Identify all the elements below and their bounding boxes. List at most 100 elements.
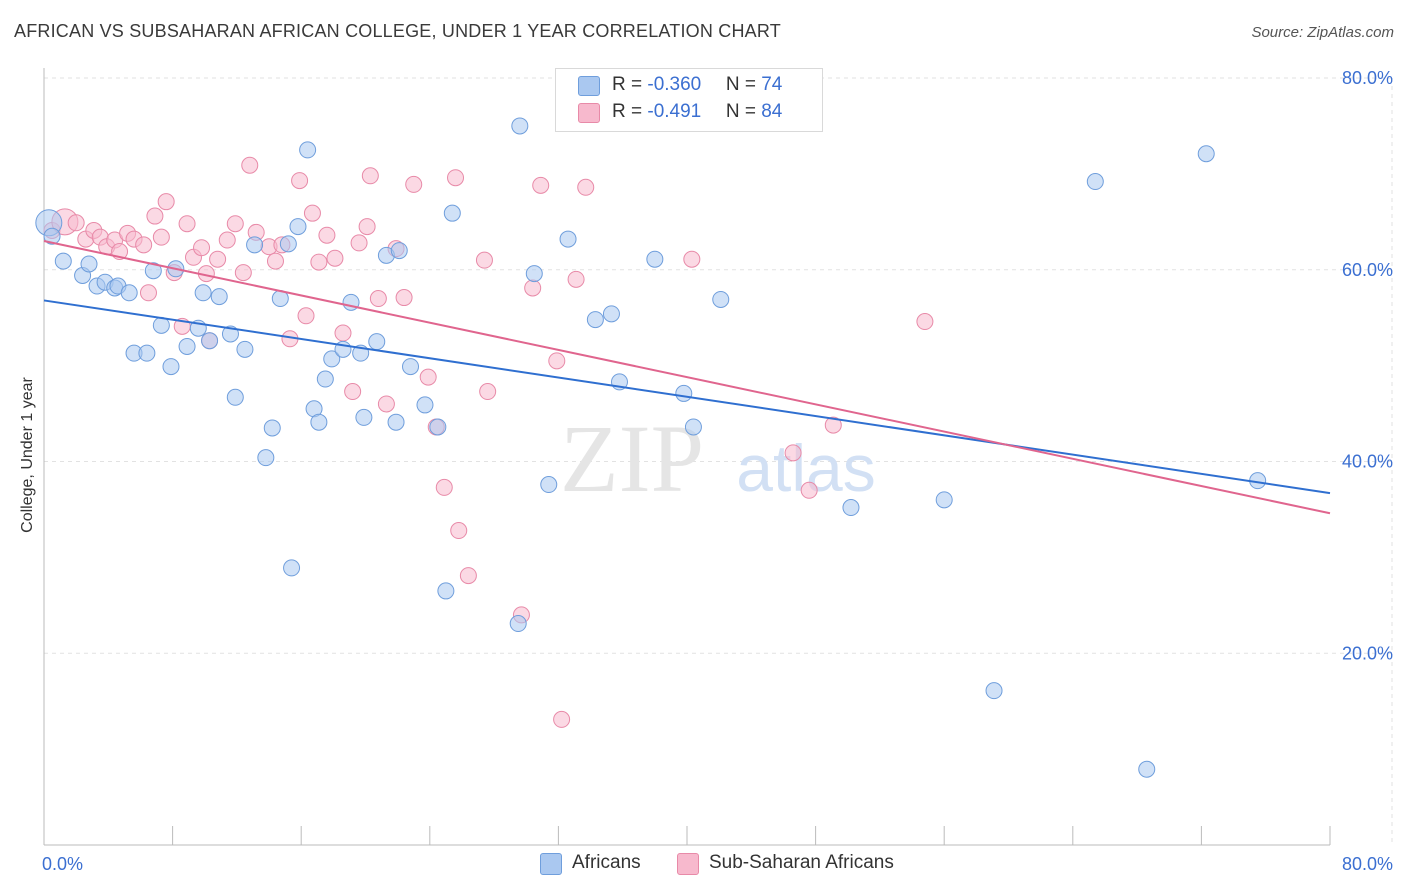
point-subsaharan [139, 284, 157, 302]
x-tick-label: 0.0% [42, 854, 83, 874]
point-subsaharan [916, 313, 934, 331]
point-africans [289, 218, 307, 236]
point-africans [194, 284, 212, 302]
legend-n-label: N = [725, 101, 762, 122]
point-africans [221, 325, 239, 343]
point-subsaharan [350, 234, 368, 252]
point-africans [675, 384, 693, 402]
point-africans [390, 242, 408, 260]
point-africans [144, 262, 162, 280]
legend-swatch-subsaharan [578, 103, 600, 123]
point-subsaharan [234, 264, 252, 282]
point-subsaharan [318, 226, 336, 244]
legend-text-subsaharan: R = -0.491 N = 84 [612, 101, 782, 123]
point-subsaharan [405, 175, 423, 193]
point-africans [283, 559, 301, 577]
point-subsaharan [419, 368, 437, 386]
point-subsaharan [532, 176, 550, 194]
point-subsaharan [291, 172, 309, 190]
point-africans [263, 419, 281, 437]
point-africans [402, 358, 420, 376]
point-subsaharan [377, 395, 395, 413]
legend-swatch-africans [578, 76, 600, 96]
point-subsaharan [218, 231, 236, 249]
point-africans [559, 230, 577, 248]
point-subsaharan [361, 167, 379, 185]
point-subsaharan [193, 239, 211, 257]
point-africans [299, 141, 317, 159]
point-subsaharan [297, 307, 315, 325]
point-subsaharan [548, 352, 566, 370]
bottom-legend-label-africans: Africans [572, 852, 641, 873]
point-africans [646, 250, 664, 268]
point-subsaharan [344, 383, 362, 401]
point-subsaharan [395, 289, 413, 307]
point-subsaharan [784, 444, 802, 462]
grid-lines [44, 77, 1393, 845]
bottom-legend-label-subsaharan: Sub-Saharan Africans [709, 852, 894, 873]
point-africans [985, 682, 1003, 700]
point-africans [935, 491, 953, 509]
point-subsaharan [475, 251, 493, 269]
point-subsaharan [241, 156, 259, 174]
legend-r-value: -0.360 [647, 74, 702, 95]
point-subsaharan [577, 178, 595, 196]
point-africans [842, 499, 860, 517]
legend-r-value: -0.491 [647, 101, 702, 122]
point-africans [684, 418, 702, 436]
point-africans [368, 333, 386, 351]
tick-labels: 20.0% 40.0% 60.0% 80.0% 0.0% 80.0% [42, 68, 1393, 874]
point-subsaharan [310, 253, 328, 271]
point-subsaharan [450, 522, 468, 540]
y-axis-label: College, Under 1 year [19, 377, 36, 533]
point-africans [1086, 173, 1104, 191]
point-subsaharan [334, 324, 352, 342]
point-africans [257, 449, 275, 467]
point-africans [310, 413, 328, 431]
point-subsaharan [303, 204, 321, 222]
point-subsaharan [326, 249, 344, 267]
point-subsaharan [152, 228, 170, 246]
legend-n-value: 84 [761, 101, 783, 122]
point-subsaharan [266, 252, 284, 270]
point-africans [355, 408, 373, 426]
point-subsaharan [567, 270, 585, 288]
bottom-legend-swatch-africans [540, 853, 562, 875]
legend-r-label: R = [612, 74, 648, 95]
point-africans [416, 396, 434, 414]
point-africans [178, 337, 196, 355]
point-africans [511, 117, 529, 135]
point-africans [138, 344, 156, 362]
point-subsaharan [67, 214, 85, 232]
legend-n-value: 74 [761, 74, 783, 95]
point-africans [586, 311, 604, 329]
correlation-legend: R = -0.360 N = 74 R = -0.491 N = 84 [555, 68, 823, 132]
point-subsaharan [358, 218, 376, 236]
point-africans [437, 582, 455, 600]
source-label: Source: ZipAtlas.com [1251, 24, 1394, 41]
point-africans [201, 332, 219, 350]
point-subsaharan [135, 236, 153, 254]
point-subsaharan [524, 279, 542, 297]
data-points [35, 117, 1267, 778]
trend-lines [43, 240, 1331, 515]
point-subsaharan [435, 478, 453, 496]
point-africans [120, 284, 138, 302]
point-subsaharan [209, 250, 227, 268]
y-tick-label: 80.0% [1342, 68, 1393, 88]
point-subsaharan [459, 567, 477, 585]
axes [43, 68, 1331, 846]
point-subsaharan [226, 215, 244, 233]
point-africans [246, 236, 264, 254]
point-africans [323, 350, 341, 368]
chart-title: AFRICAN VS SUBSAHARAN AFRICAN COLLEGE, U… [14, 21, 781, 41]
point-subsaharan [146, 207, 164, 225]
point-africans [54, 252, 72, 270]
point-africans [43, 227, 61, 245]
legend-text-africans: R = -0.360 N = 74 [612, 74, 782, 96]
bottom-legend-swatch-subsaharan [677, 853, 699, 875]
point-subsaharan [824, 416, 842, 434]
point-africans [602, 305, 620, 323]
point-africans [226, 388, 244, 406]
trend-line-subsaharan [43, 240, 1331, 515]
